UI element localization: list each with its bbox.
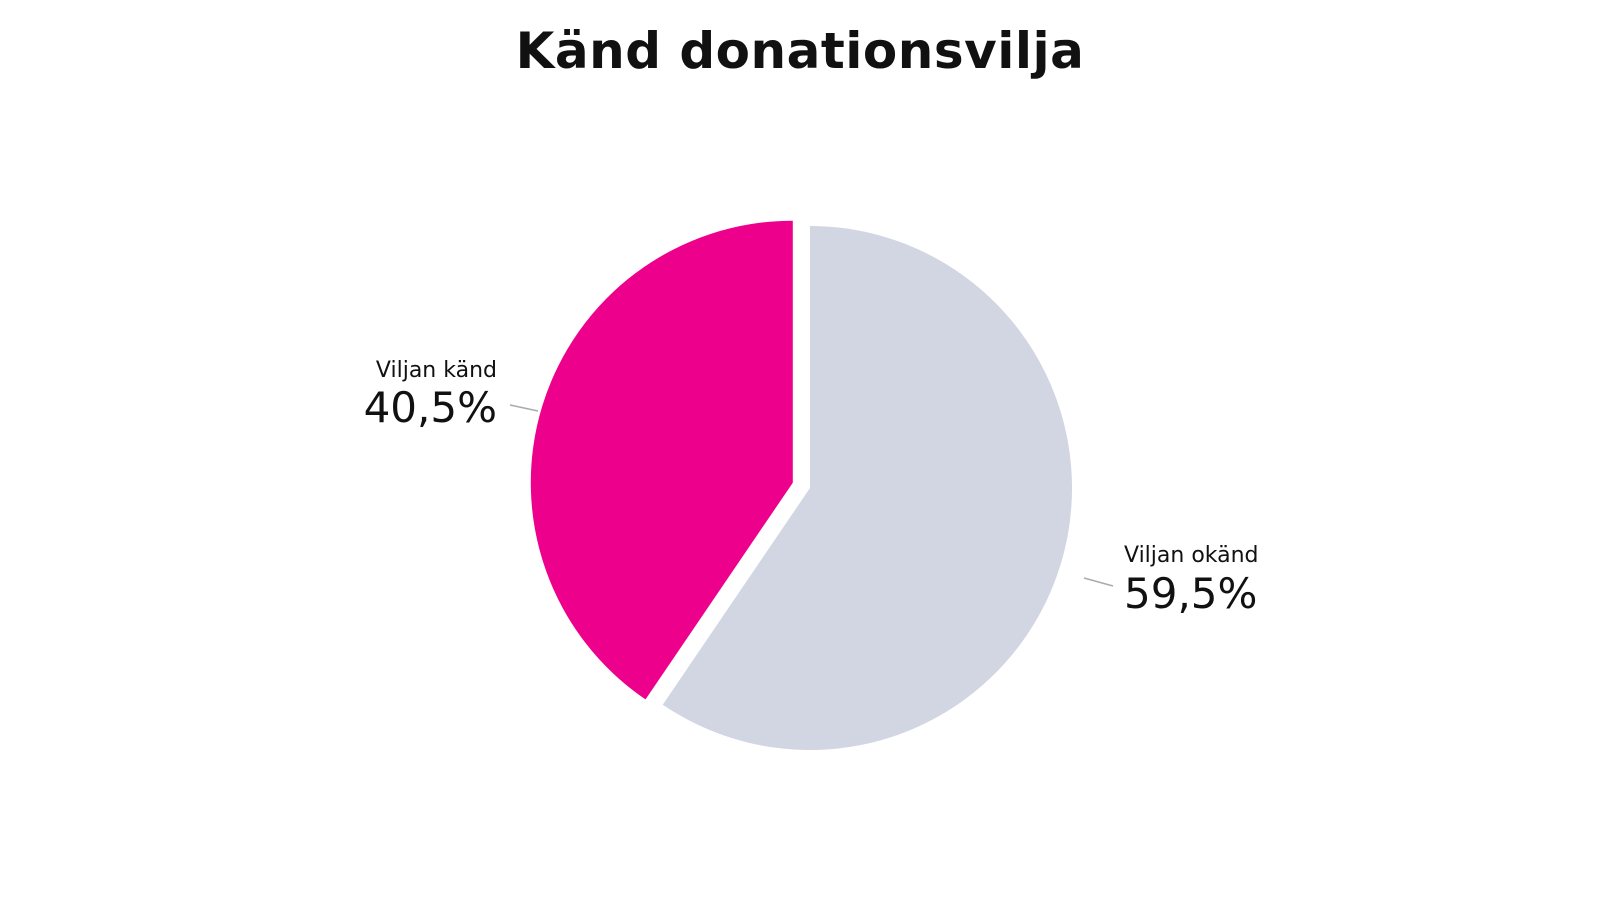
pie-slices <box>530 220 1072 750</box>
chart-title: Känd donationsvilja <box>515 22 1085 80</box>
pie-slice-2 <box>662 226 1072 750</box>
slice-label-2: Viljan okänd <box>1124 543 1259 568</box>
slice-label-1: Viljan känd <box>376 358 497 383</box>
leader-line-2 <box>1083 577 1114 587</box>
slice-value-1: 40,5% <box>364 383 497 432</box>
pie-slice-1 <box>530 220 793 700</box>
slice-value-2: 59,5% <box>1124 569 1257 618</box>
leader-line-1 <box>509 404 539 412</box>
